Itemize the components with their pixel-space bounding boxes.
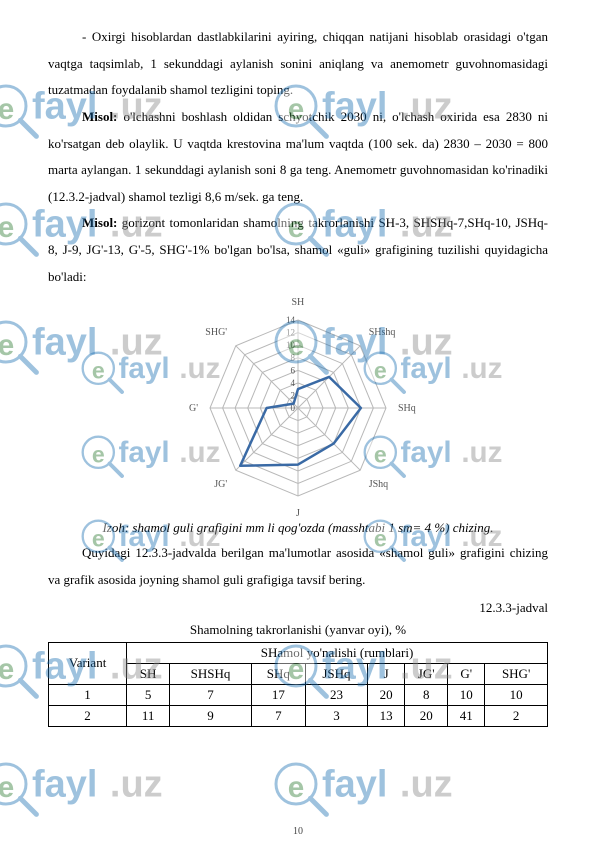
- table-cell: 17: [251, 684, 305, 705]
- chart-axis-label: SH: [292, 297, 305, 308]
- table-cell: 10: [485, 684, 548, 705]
- table-cell: 8: [405, 684, 448, 705]
- radar-chart-wrap: 02468101214SHSHshqSHqJShqJJG'G'SHG': [48, 296, 548, 516]
- table-header-group: SHamol yo'nalishi (rumblari): [127, 642, 548, 663]
- watermark: e fayl .uz: [270, 758, 596, 818]
- radar-chart: 02468101214SHSHshqSHqJShqJJG'G'SHG': [158, 296, 438, 516]
- table-header-col: JSHq: [305, 663, 367, 684]
- svg-text:6: 6: [291, 366, 296, 376]
- table-cell-variant: 1: [49, 684, 127, 705]
- table-cell: 11: [127, 705, 170, 726]
- svg-text:e: e: [288, 771, 304, 804]
- table-cell: 20: [405, 705, 448, 726]
- table-header-col: JG': [405, 663, 448, 684]
- table-cell-variant: 2: [49, 705, 127, 726]
- table-cell: 20: [368, 684, 405, 705]
- data-table: VariantSHamol yo'nalishi (rumblari)SHSHS…: [48, 642, 548, 727]
- chart-axis-label: SHshq: [369, 327, 396, 338]
- svg-text:fayl: fayl: [322, 764, 387, 806]
- table-header-col: SH: [127, 663, 170, 684]
- table-header-col: SHG': [485, 663, 548, 684]
- after-chart-text: Quyidagi 12.3.3-jadvalda berilgan ma'lum…: [48, 540, 548, 593]
- chart-axis-label: JG': [214, 479, 227, 490]
- svg-text:e: e: [0, 329, 14, 362]
- table-cell: 7: [251, 705, 305, 726]
- table-cell: 13: [368, 705, 405, 726]
- page-number: 10: [0, 826, 596, 837]
- table-label: 12.3.3-jadval: [48, 600, 548, 616]
- paragraph-2-body: o'lchashni boshlash oldidan schyotchik 2…: [48, 109, 548, 204]
- chart-axis-label: SHG': [205, 327, 227, 338]
- paragraph-1: - Oxirgi hisoblardan dastlabkilarini ayi…: [48, 24, 548, 104]
- table-cell: 2: [485, 705, 548, 726]
- table-cell: 41: [448, 705, 485, 726]
- table-header-variant: Variant: [49, 642, 127, 684]
- svg-text:.uz: .uz: [400, 764, 453, 806]
- svg-text:e: e: [0, 211, 14, 244]
- paragraph-after-chart: Quyidagi 12.3.3-jadvalda berilgan ma'lum…: [48, 540, 548, 593]
- table-cell: 5: [127, 684, 170, 705]
- svg-text:e: e: [0, 771, 14, 804]
- misol-label-2: Misol:: [82, 215, 122, 230]
- table-cell: 7: [170, 684, 252, 705]
- svg-text:8: 8: [291, 353, 296, 363]
- paragraph-3-body: gorizont tomonlaridan shamolning takrorl…: [48, 215, 548, 283]
- misol-label-1: Misol:: [82, 109, 123, 124]
- table-cell: 3: [305, 705, 367, 726]
- svg-text:e: e: [0, 93, 14, 126]
- chart-axis-label: JShq: [369, 479, 388, 490]
- chart-axis-label: J: [296, 508, 300, 519]
- table-cell: 9: [170, 705, 252, 726]
- paragraph-2: Misol: o'lchashni boshlash oldidan schyo…: [48, 104, 548, 211]
- svg-text:e: e: [0, 653, 14, 686]
- table-row: 15717232081010: [49, 684, 548, 705]
- paragraph-3: Misol: gorizont tomonlaridan shamolning …: [48, 210, 548, 290]
- table-title: Shamolning takrorlanishi (yanvar oyi), %: [48, 622, 548, 638]
- svg-text:10: 10: [286, 341, 296, 351]
- table-header-col: SHq: [251, 663, 305, 684]
- svg-text:4: 4: [291, 378, 296, 388]
- chart-axis-label: G': [189, 403, 198, 414]
- svg-text:12: 12: [286, 328, 295, 338]
- table-row: 2119731320412: [49, 705, 548, 726]
- table-header-col: G': [448, 663, 485, 684]
- svg-text:14: 14: [286, 315, 296, 325]
- table-header-col: J: [368, 663, 405, 684]
- watermark: e fayl .uz: [0, 758, 310, 818]
- chart-caption: Izoh: shamol guli grafigini mm li qog'oz…: [48, 520, 548, 536]
- chart-axis-label: SHq: [398, 403, 416, 414]
- table-header-col: SHSHq: [170, 663, 252, 684]
- svg-text:.uz: .uz: [110, 764, 163, 806]
- table-cell: 23: [305, 684, 367, 705]
- svg-text:fayl: fayl: [32, 764, 97, 806]
- table-cell: 10: [448, 684, 485, 705]
- body-text: - Oxirgi hisoblardan dastlabkilarini ayi…: [48, 24, 548, 290]
